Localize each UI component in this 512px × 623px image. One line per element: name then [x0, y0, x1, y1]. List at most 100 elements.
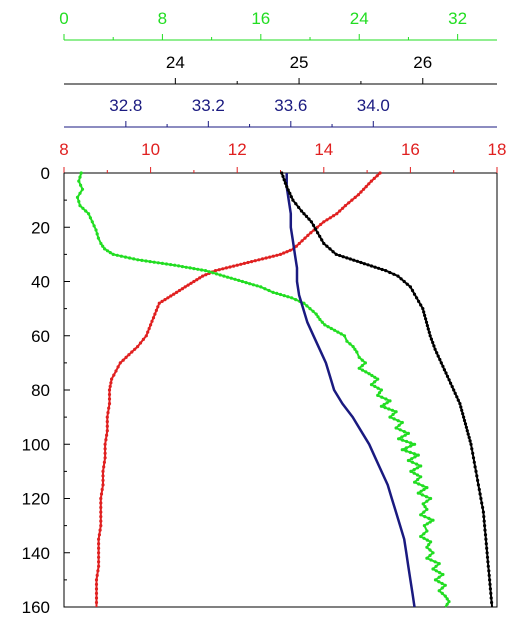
series-point — [282, 178, 286, 182]
series-point — [342, 334, 347, 338]
series-point — [413, 442, 417, 446]
series-point — [382, 402, 386, 407]
series-point — [425, 538, 429, 542]
series-point — [250, 260, 254, 264]
series-point — [78, 175, 82, 179]
series-point — [377, 266, 381, 270]
series-point — [379, 388, 383, 392]
series-point — [341, 206, 345, 210]
series-point — [100, 487, 104, 492]
series-point — [394, 426, 398, 430]
series-point — [353, 195, 357, 199]
series-point — [263, 287, 267, 291]
series-point — [218, 273, 222, 277]
series-point — [373, 375, 377, 379]
series-point — [77, 199, 81, 204]
series-point — [314, 312, 318, 316]
series-point — [275, 291, 279, 295]
series-point — [246, 260, 250, 265]
series-point — [351, 345, 355, 349]
series-point — [217, 268, 221, 272]
series-point — [99, 515, 103, 519]
series-point — [180, 265, 184, 269]
series-point — [288, 191, 292, 195]
series-point — [422, 310, 426, 314]
series-point — [87, 212, 91, 216]
series-point — [443, 594, 447, 598]
series-point — [196, 267, 200, 271]
series-point — [79, 183, 83, 187]
series-point — [318, 234, 322, 238]
x-tick-label: 25 — [290, 53, 309, 72]
series-point — [405, 282, 409, 286]
series-point — [419, 475, 423, 479]
series-point — [318, 317, 322, 322]
series-point — [75, 195, 80, 199]
series-point — [297, 241, 301, 246]
series-point — [108, 384, 112, 388]
series-point — [367, 372, 371, 376]
series-point — [439, 361, 443, 365]
series-point — [362, 187, 366, 191]
series-line-2 — [285, 173, 416, 608]
series-point — [184, 265, 188, 269]
series-point — [388, 399, 392, 403]
series-point — [397, 423, 401, 427]
series-point — [189, 281, 193, 285]
series-point — [400, 420, 404, 425]
series-point — [387, 407, 391, 411]
series-point — [198, 276, 202, 280]
series-point — [431, 567, 435, 571]
series-point — [103, 247, 107, 251]
series-point — [472, 460, 476, 464]
series-point — [412, 452, 416, 456]
series-point — [169, 263, 173, 267]
series-point — [260, 257, 265, 261]
series-point — [380, 395, 384, 399]
series-point — [373, 380, 377, 384]
series-point — [94, 578, 99, 582]
series-point — [428, 334, 432, 338]
series-line-1 — [76, 172, 450, 608]
series-point — [204, 273, 208, 277]
series-point — [111, 252, 115, 256]
y-tick-label: 40 — [31, 273, 50, 292]
series-point — [406, 458, 410, 463]
series-point — [103, 456, 107, 460]
series-point — [84, 209, 88, 213]
series-point — [429, 558, 433, 562]
series-point — [394, 410, 398, 414]
series-point — [475, 474, 479, 478]
series-point — [237, 278, 241, 282]
series-point — [421, 307, 425, 311]
series-point — [328, 247, 332, 251]
series-point — [450, 385, 454, 389]
series-point — [437, 589, 441, 593]
series-point — [399, 277, 403, 281]
series-point — [422, 532, 426, 536]
series-point — [80, 187, 85, 191]
series-point — [437, 580, 441, 584]
series-point — [482, 515, 486, 519]
series-point — [370, 373, 374, 378]
series-point — [297, 205, 301, 209]
series-point — [390, 408, 394, 412]
series-point — [92, 224, 96, 228]
series-point — [391, 412, 395, 416]
series-point — [280, 171, 284, 175]
series-point — [300, 239, 304, 243]
series-point — [257, 258, 261, 262]
series-point — [152, 260, 156, 264]
series-point — [285, 250, 289, 254]
series-point — [78, 204, 82, 208]
series-point — [275, 253, 279, 257]
series-point — [428, 548, 432, 552]
series-point — [443, 583, 447, 587]
series-point — [271, 254, 275, 258]
series-point — [421, 502, 425, 506]
series-point — [211, 271, 215, 275]
series-point — [192, 279, 196, 284]
series-point — [480, 501, 484, 505]
series-point — [259, 285, 263, 289]
